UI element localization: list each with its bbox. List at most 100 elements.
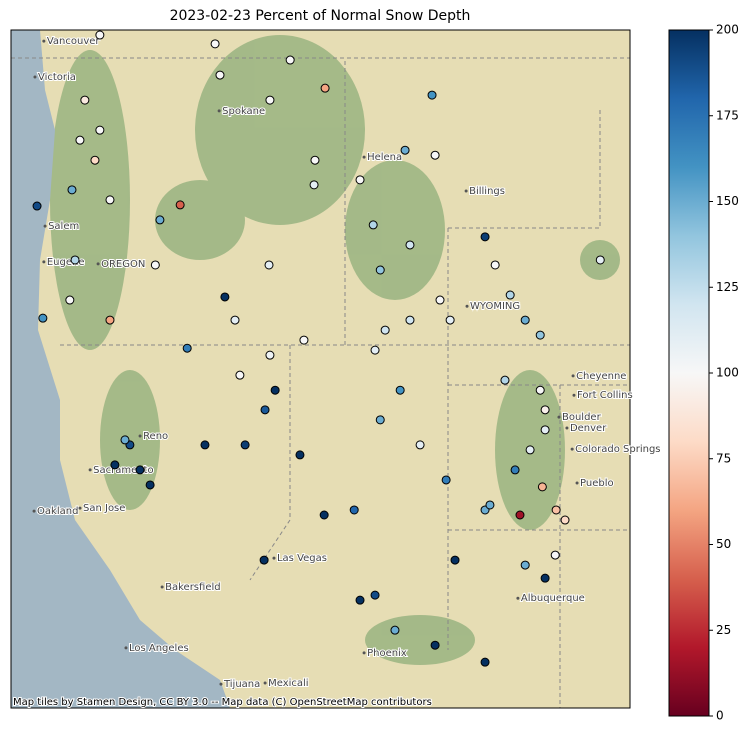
city-dot bbox=[43, 224, 47, 228]
station-point bbox=[551, 505, 561, 515]
station-point bbox=[240, 440, 250, 450]
station-point bbox=[265, 350, 275, 360]
station-point bbox=[510, 465, 520, 475]
station-point bbox=[260, 405, 270, 415]
station-point bbox=[370, 590, 380, 600]
station-point bbox=[540, 425, 550, 435]
station-point bbox=[299, 335, 309, 345]
city-dot bbox=[516, 596, 520, 600]
map-label: Salem bbox=[48, 221, 79, 232]
chart-title: 2023-02-23 Percent of Normal Snow Depth bbox=[170, 8, 471, 24]
map-label: OREGON bbox=[101, 259, 145, 270]
station-point bbox=[375, 415, 385, 425]
map-label: Fort Collins bbox=[577, 390, 633, 401]
station-point bbox=[405, 315, 415, 325]
station-point bbox=[427, 90, 437, 100]
map-label: Reno bbox=[143, 431, 168, 442]
station-point bbox=[200, 440, 210, 450]
station-point bbox=[320, 83, 330, 93]
station-point bbox=[135, 465, 145, 475]
colorbar-tick-label: 50 bbox=[716, 537, 731, 551]
city-dot bbox=[124, 646, 128, 650]
colorbar-tick-label: 200 bbox=[716, 23, 739, 37]
station-point bbox=[430, 640, 440, 650]
station-point bbox=[120, 435, 130, 445]
station-point bbox=[155, 215, 165, 225]
colorbar-tick-label: 125 bbox=[716, 280, 739, 294]
station-point bbox=[550, 550, 560, 560]
colorbar-tick-label: 150 bbox=[716, 194, 739, 208]
map-label: Cheyenne bbox=[576, 371, 626, 382]
station-point bbox=[175, 200, 185, 210]
map-frame bbox=[10, 29, 631, 709]
station-point bbox=[95, 125, 105, 135]
station-point bbox=[150, 260, 160, 270]
map-label: Tijuana bbox=[223, 679, 260, 690]
station-point bbox=[445, 315, 455, 325]
station-point bbox=[264, 260, 274, 270]
station-point bbox=[270, 385, 280, 395]
map-label: Boulder bbox=[562, 412, 602, 423]
station-point bbox=[535, 385, 545, 395]
city-dot bbox=[465, 304, 469, 308]
station-point bbox=[560, 515, 570, 525]
station-point bbox=[430, 150, 440, 160]
station-point bbox=[80, 95, 90, 105]
station-point bbox=[395, 385, 405, 395]
station-point bbox=[259, 555, 269, 565]
city-dot bbox=[464, 189, 468, 193]
colorbar-frame bbox=[668, 29, 710, 717]
city-dot bbox=[575, 481, 579, 485]
city-dot bbox=[572, 393, 576, 397]
city-dot bbox=[557, 415, 561, 419]
map-label: San Jose bbox=[83, 503, 125, 514]
station-point bbox=[520, 560, 530, 570]
map-label: Mexicali bbox=[268, 678, 308, 689]
map-label: Las Vegas bbox=[277, 553, 327, 564]
map-label: Victoria bbox=[38, 72, 76, 83]
station-point bbox=[368, 220, 378, 230]
city-dot bbox=[78, 506, 82, 510]
station-point bbox=[435, 295, 445, 305]
station-point bbox=[309, 180, 319, 190]
station-point bbox=[70, 255, 80, 265]
map-label: Bakersfield bbox=[165, 582, 220, 593]
station-point bbox=[390, 625, 400, 635]
station-point bbox=[215, 70, 225, 80]
station-point bbox=[355, 595, 365, 605]
station-point bbox=[182, 343, 192, 353]
colorbar-tick-label: 25 bbox=[716, 623, 731, 637]
station-point bbox=[90, 155, 100, 165]
map-label: Denver bbox=[570, 423, 607, 434]
map-label: Albuquerque bbox=[521, 593, 585, 604]
city-dot bbox=[42, 39, 46, 43]
city-dot bbox=[263, 681, 267, 685]
city-dot bbox=[96, 262, 100, 266]
station-point bbox=[415, 440, 425, 450]
station-point bbox=[485, 500, 495, 510]
station-point bbox=[535, 330, 545, 340]
station-point bbox=[490, 260, 500, 270]
city-dot bbox=[565, 426, 569, 430]
colorbar-tick-label: 100 bbox=[716, 366, 739, 380]
map-label: Vancouver bbox=[47, 36, 101, 47]
station-point bbox=[595, 255, 605, 265]
station-point bbox=[515, 510, 525, 520]
station-point bbox=[480, 232, 490, 242]
borders bbox=[11, 57, 630, 708]
station-point bbox=[210, 39, 220, 49]
station-point bbox=[405, 240, 415, 250]
map-label: Phoenix bbox=[367, 648, 407, 659]
map-label: WYOMING bbox=[470, 301, 520, 312]
map-label: Sacramento bbox=[93, 465, 153, 476]
station-point bbox=[145, 480, 155, 490]
city-dot bbox=[272, 556, 276, 560]
city-dot bbox=[160, 585, 164, 589]
city-dot bbox=[362, 155, 366, 159]
station-point bbox=[375, 265, 385, 275]
colorbar-tick-label: 0 bbox=[716, 709, 724, 723]
attribution: Map tiles by Stamen Design, CC BY 3.0 --… bbox=[13, 697, 432, 708]
city-dot bbox=[571, 374, 575, 378]
station-point bbox=[540, 405, 550, 415]
